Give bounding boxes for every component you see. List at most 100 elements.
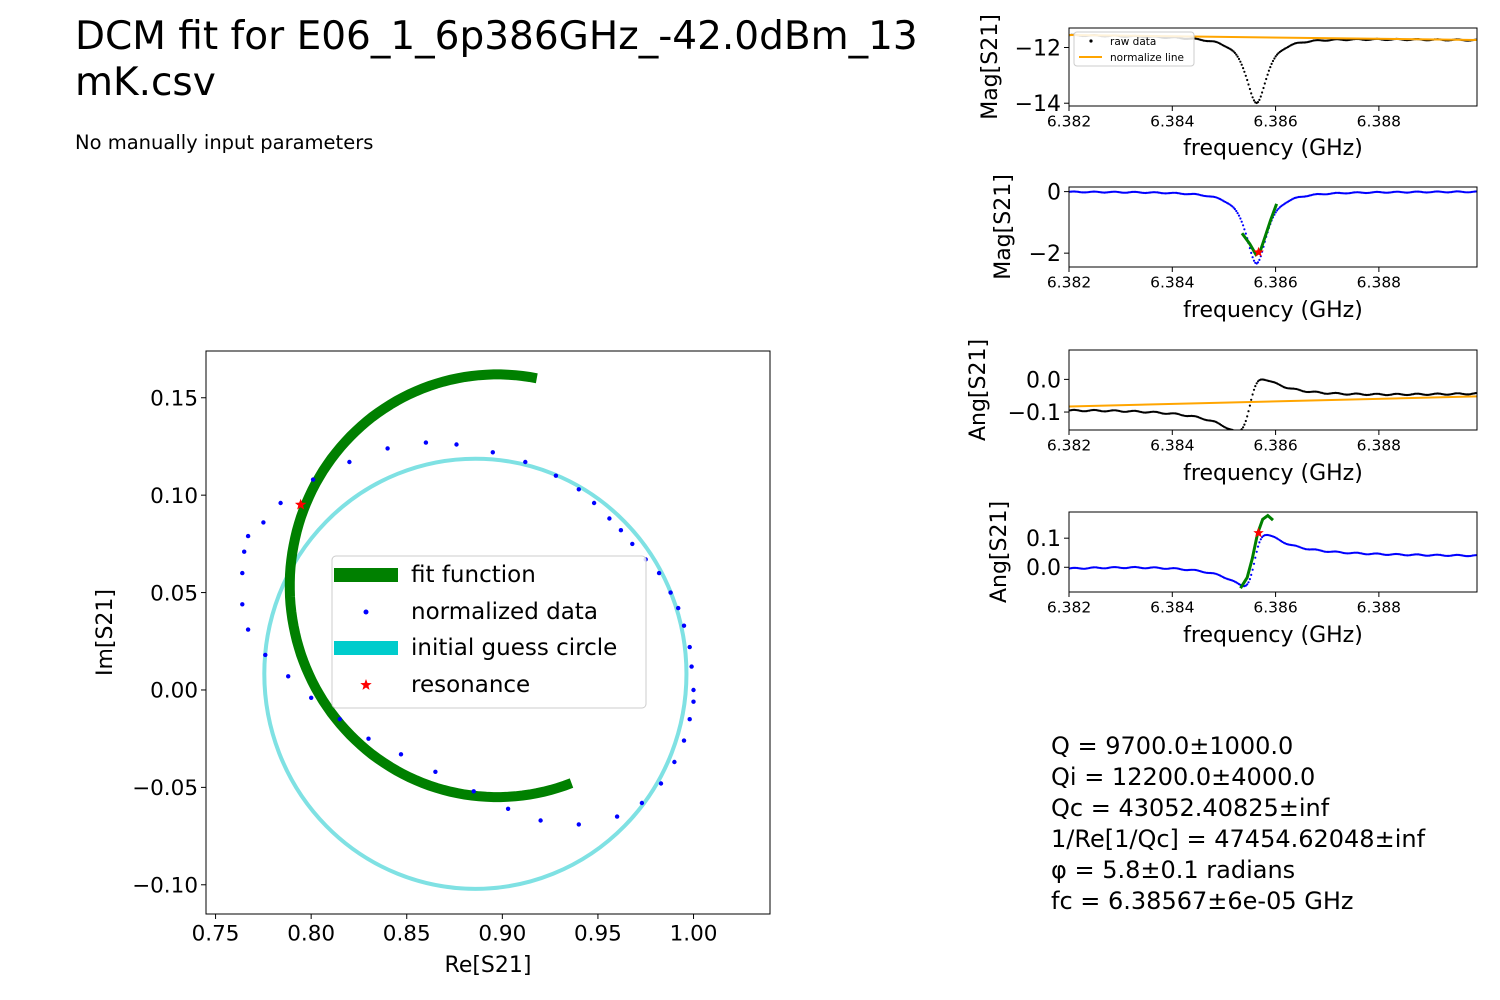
y-axis-label: Mag[S21]: [978, 14, 1003, 120]
plot-area-norm_ang: [1069, 513, 1477, 589]
normalized-data-point: [454, 442, 459, 447]
normalized-data-point: [1232, 206, 1235, 209]
normalized-data-point: [1231, 205, 1234, 208]
x-axis-label: frequency (GHz): [1183, 623, 1363, 648]
fit-statistics: Q = 9700.0±1000.0 Qi = 12200.0±4000.0 Qc…: [1051, 731, 1425, 917]
x-tick-label: 6.382: [1047, 599, 1091, 617]
y-tick-label: −14: [1015, 92, 1061, 117]
raw-data-point: [1269, 66, 1272, 69]
plot-area-circle: [240, 369, 696, 891]
normalized-data-point: [490, 450, 495, 455]
normalized-data-point: [672, 759, 677, 765]
raw-data-point: [1246, 415, 1249, 418]
chart-raw_mag: 6.382 6.384 6.386 6.388 −14 −12 frequency (GHz…: [978, 14, 1478, 161]
normalized-data-point: [639, 800, 645, 806]
y-axis-label: Ang[S21]: [966, 339, 991, 441]
y-tick-label: 0.0: [1026, 556, 1061, 581]
x-tick-label: 0.90: [478, 921, 526, 946]
legend-label: initial guess circle: [411, 635, 617, 661]
y-axis-label: Ang[S21]: [987, 501, 1012, 603]
fit-function-arc: [284, 369, 574, 803]
normalized-data-point: [614, 814, 620, 819]
normalized-data-point: [1235, 209, 1238, 213]
x-tick-label: 6.388: [1357, 113, 1401, 131]
raw-data-point: [1232, 50, 1235, 53]
raw-data-point: [1258, 98, 1261, 101]
legend-raw-mag: raw data normalize line: [1073, 31, 1195, 67]
normalized-data-point: [278, 500, 283, 506]
stat-phi: φ = 5.8±0.1 radians: [1051, 856, 1296, 884]
stat-fc: fc = 6.38567±6e-05 GHz: [1051, 887, 1354, 915]
raw-data-point: [1235, 53, 1238, 56]
chart-norm_mag: 6.382 6.384 6.386 6.388 −2 0 frequency (GHz) Ma…: [991, 174, 1478, 323]
raw-data-point: [1239, 60, 1242, 63]
normalized-data-point: [366, 736, 371, 741]
raw-data-point: [1267, 69, 1270, 72]
raw-data-point: [1242, 67, 1245, 70]
raw-data-point: [1263, 82, 1266, 85]
x-tick-label: 6.382: [1047, 437, 1091, 455]
normalized-data-point: [1250, 251, 1253, 254]
x-tick-label: 6.384: [1150, 274, 1194, 292]
normalized-data-point: [538, 818, 543, 823]
stat-inverse-re-qc: 1/Re[1/Qc] = 47454.62048±inf: [1051, 825, 1426, 853]
plot-frame: [1068, 511, 1478, 593]
normalized-data-point: [658, 781, 664, 786]
y-tick-label: −0.05: [132, 776, 198, 801]
legend-swatch-raw: [1089, 39, 1093, 43]
x-tick-label: 6.386: [1253, 437, 1297, 455]
x-tick-label: 0.75: [192, 921, 240, 946]
raw-data-point: [1243, 70, 1246, 73]
raw-data-point: [1237, 57, 1241, 61]
resonance-marker: [1253, 246, 1264, 257]
y-axis-label: Im[S21]: [93, 589, 118, 676]
raw-data-point: [1233, 51, 1236, 55]
raw-data-point: [1248, 404, 1251, 407]
normalize-line: [1069, 395, 1477, 408]
raw-data-point: [1247, 410, 1250, 413]
normalized-data-point: [687, 644, 692, 650]
normalized-data-point: [1256, 545, 1260, 548]
normalized-data-point: [523, 459, 528, 465]
raw-data-point: [1251, 96, 1254, 99]
resonance-marker: [294, 498, 307, 510]
raw-data-point: [1255, 382, 1258, 385]
raw-data-point: [1251, 393, 1254, 396]
normalized-data-point: [1251, 256, 1254, 259]
y-tick-label: −0.1: [1008, 401, 1061, 426]
x-axis-label: Re[S21]: [445, 953, 532, 978]
normalized-data-point: [1250, 573, 1253, 577]
y-tick-label: 0.0: [1026, 368, 1061, 393]
normalized-data-point: [553, 473, 559, 478]
raw-data-point: [1274, 55, 1277, 58]
legend-swatch-resonance: [360, 679, 372, 690]
normalized-data-point: [1242, 224, 1245, 227]
x-axis-label: frequency (GHz): [1183, 136, 1363, 161]
normalized-data-point: [1276, 209, 1279, 212]
y-tick-label: 0.1: [1026, 527, 1061, 552]
x-tick-label: 0.95: [574, 921, 622, 946]
normalized-data-point: [1244, 232, 1247, 235]
y-tick-label: −2: [1029, 242, 1061, 267]
y-axis-label: Mag[S21]: [991, 174, 1016, 280]
raw-data-point: [1256, 101, 1260, 104]
x-tick-label: 6.382: [1047, 274, 1091, 292]
normalized-data-point: [309, 695, 314, 700]
y-tick-label: 0.15: [150, 386, 198, 411]
chart-norm_ang: 6.382 6.384 6.386 6.388 0.0 0.1 frequency (GHz…: [987, 501, 1478, 648]
normalized-data-point: [1248, 578, 1251, 581]
x-tick-label: 6.388: [1357, 274, 1401, 292]
raw-data-point: [1244, 419, 1247, 423]
legend-swatch-normalized: [363, 609, 369, 615]
normalized-data-point: [630, 541, 635, 547]
normalized-data-point: [1254, 556, 1257, 559]
legend-frame: [331, 555, 647, 709]
y-tick-label: −0.10: [132, 874, 198, 899]
normalized-data-point: [286, 674, 291, 679]
normalized-data-point: [240, 602, 245, 607]
plot-frame: [1068, 186, 1478, 268]
legend-label: resonance: [411, 672, 530, 698]
normalized-data-point: [385, 446, 390, 451]
normalized-data-point: [656, 570, 662, 576]
raw-data-point: [1262, 86, 1265, 90]
